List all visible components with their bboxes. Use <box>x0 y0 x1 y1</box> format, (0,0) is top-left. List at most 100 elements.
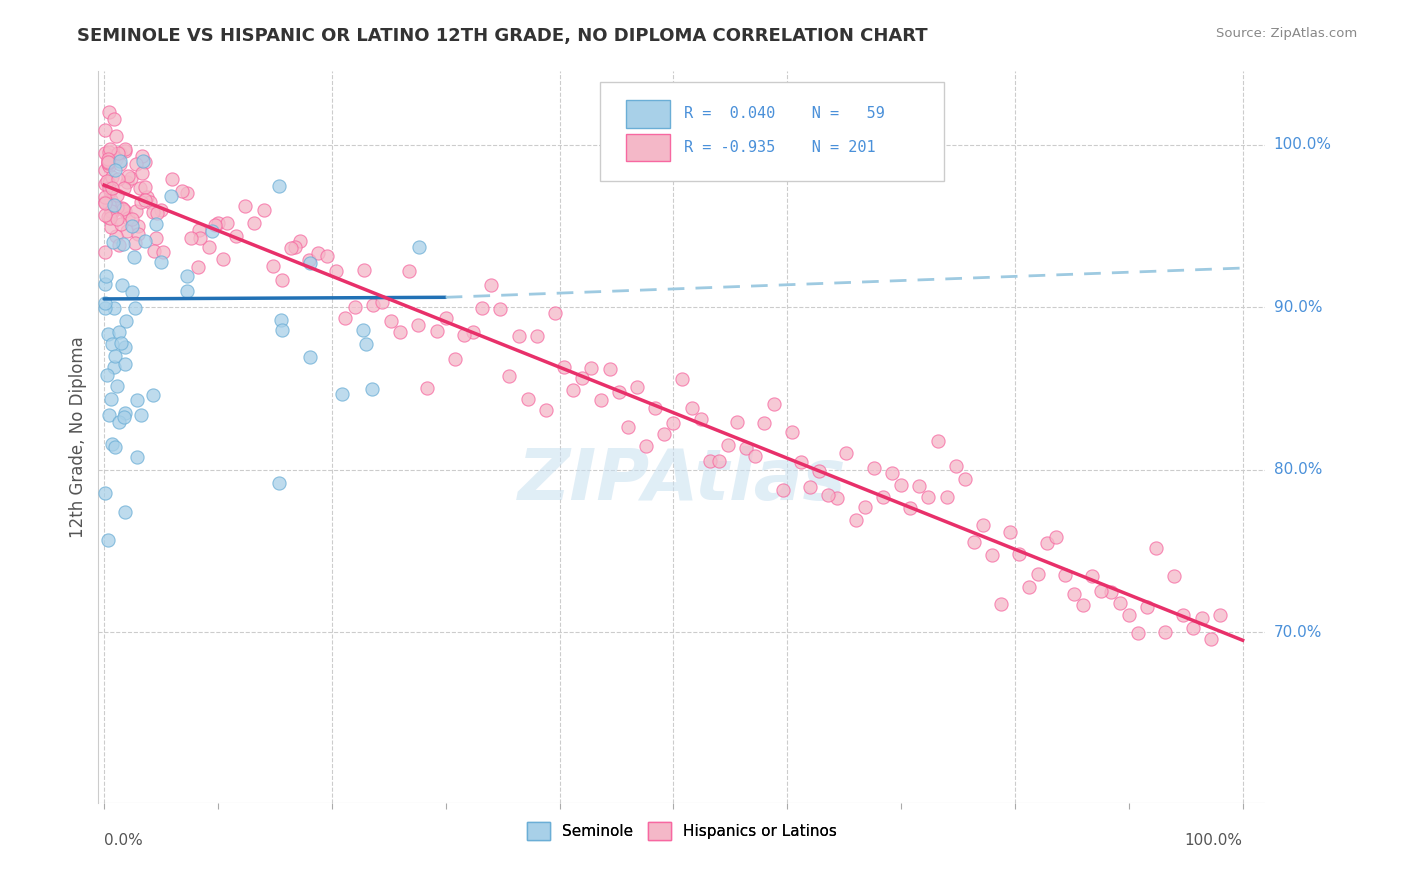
Point <box>217 216 239 230</box>
Point <box>105 200 128 214</box>
Point <box>626 380 648 394</box>
Point <box>127 227 149 241</box>
Point <box>103 301 125 316</box>
Point <box>101 170 124 185</box>
Point <box>516 392 538 406</box>
Point <box>707 453 730 467</box>
Point <box>270 273 292 287</box>
Point <box>1071 598 1094 612</box>
Point <box>1018 580 1040 594</box>
Point <box>94 145 117 160</box>
Point <box>589 392 612 407</box>
Point <box>100 203 122 218</box>
Point <box>104 152 127 166</box>
Point <box>129 408 152 422</box>
Bar <box>626 134 671 161</box>
Point <box>97 152 120 166</box>
Point <box>94 162 117 177</box>
Point <box>544 305 567 319</box>
Point <box>114 142 136 156</box>
Point <box>817 488 839 502</box>
Point <box>780 425 803 440</box>
Point <box>131 166 153 180</box>
Point <box>408 318 430 332</box>
Point <box>101 235 124 249</box>
Point <box>299 350 322 364</box>
Legend: Seminole, Hispanics or Latinos: Seminole, Hispanics or Latinos <box>520 815 844 847</box>
Point <box>124 236 146 251</box>
Point <box>267 178 290 193</box>
Point <box>880 466 903 480</box>
Text: Source: ZipAtlas.com: Source: ZipAtlas.com <box>1216 27 1357 40</box>
Point <box>207 216 229 230</box>
Point <box>898 501 921 516</box>
Point <box>280 241 302 255</box>
Text: 100.0%: 100.0% <box>1185 833 1243 848</box>
Point <box>1118 608 1140 623</box>
Point <box>145 231 167 245</box>
Point <box>176 186 198 201</box>
Bar <box>626 100 671 128</box>
Point <box>117 169 139 184</box>
Point <box>114 406 136 420</box>
Point <box>129 194 152 209</box>
Point <box>853 500 876 514</box>
Point <box>1191 611 1213 625</box>
Point <box>94 295 117 310</box>
Text: 80.0%: 80.0% <box>1274 462 1322 477</box>
Point <box>607 384 630 399</box>
Point <box>97 156 120 170</box>
Point <box>114 357 136 371</box>
Point <box>1090 584 1112 599</box>
Point <box>284 240 307 254</box>
Point <box>111 278 134 293</box>
Point <box>211 252 233 267</box>
Point <box>799 480 821 494</box>
Point <box>243 216 266 230</box>
Point <box>562 383 585 397</box>
Point <box>94 485 117 500</box>
Point <box>1081 569 1104 583</box>
Point <box>100 181 122 195</box>
Point <box>343 300 366 314</box>
Point <box>101 204 124 219</box>
Point <box>288 234 311 248</box>
Point <box>98 184 121 198</box>
Point <box>94 123 117 137</box>
Point <box>425 324 447 338</box>
Point <box>1136 599 1159 614</box>
Point <box>180 231 202 245</box>
Point <box>105 379 128 393</box>
Point <box>1008 547 1031 561</box>
Text: R = -0.935    N = 201: R = -0.935 N = 201 <box>685 140 876 155</box>
Point <box>97 181 120 195</box>
Point <box>1000 524 1022 539</box>
Point <box>115 313 138 327</box>
Point <box>159 188 181 202</box>
Point <box>98 211 121 225</box>
Point <box>443 352 465 367</box>
Point <box>352 323 374 337</box>
Point <box>389 325 412 339</box>
Point <box>298 255 321 269</box>
Point <box>101 437 124 451</box>
Point <box>105 187 128 202</box>
Point <box>953 472 976 486</box>
Point <box>103 112 125 126</box>
Point <box>105 128 128 143</box>
Point <box>139 194 162 209</box>
Point <box>453 327 475 342</box>
Point <box>110 202 132 216</box>
Point <box>112 236 135 251</box>
Point <box>890 478 912 492</box>
Point <box>94 194 117 209</box>
Point <box>201 223 224 237</box>
Point <box>142 205 165 219</box>
Point <box>94 269 117 284</box>
Point <box>100 193 122 207</box>
Point <box>508 328 530 343</box>
Point <box>122 250 145 264</box>
Point <box>162 172 184 186</box>
Point <box>120 171 142 186</box>
Point <box>98 196 121 211</box>
